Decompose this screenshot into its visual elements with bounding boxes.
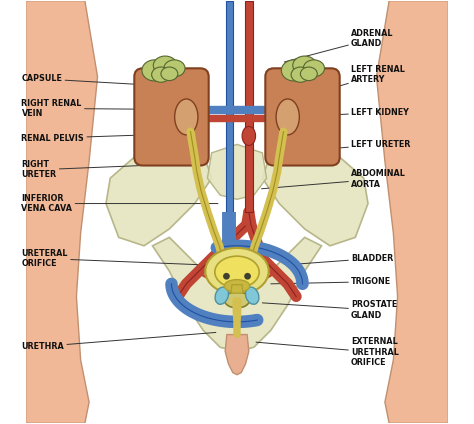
Text: TRIGONE: TRIGONE bbox=[271, 277, 391, 286]
Text: LEFT RENAL
ARTERY: LEFT RENAL ARTERY bbox=[277, 65, 405, 104]
Text: CAPSULE: CAPSULE bbox=[21, 74, 153, 85]
Polygon shape bbox=[208, 145, 266, 199]
Circle shape bbox=[223, 273, 230, 279]
Ellipse shape bbox=[276, 99, 300, 135]
Ellipse shape bbox=[215, 256, 259, 288]
Polygon shape bbox=[262, 140, 368, 246]
Ellipse shape bbox=[224, 279, 250, 292]
Polygon shape bbox=[231, 285, 243, 293]
Text: LEFT KIDNEY: LEFT KIDNEY bbox=[313, 108, 409, 117]
Text: INFERIOR
VENA CAVA: INFERIOR VENA CAVA bbox=[21, 194, 218, 213]
Circle shape bbox=[244, 273, 251, 279]
Polygon shape bbox=[376, 1, 448, 423]
Ellipse shape bbox=[246, 287, 259, 304]
Ellipse shape bbox=[301, 67, 317, 81]
Text: RIGHT
URETER: RIGHT URETER bbox=[21, 160, 194, 179]
Text: RIGHT RENAL
VEIN: RIGHT RENAL VEIN bbox=[21, 99, 160, 118]
Ellipse shape bbox=[142, 60, 167, 81]
Text: BLADDER: BLADDER bbox=[287, 254, 393, 265]
Ellipse shape bbox=[161, 67, 178, 81]
Ellipse shape bbox=[224, 292, 250, 308]
Ellipse shape bbox=[205, 248, 269, 294]
Polygon shape bbox=[225, 335, 249, 375]
Polygon shape bbox=[226, 1, 233, 212]
Polygon shape bbox=[153, 237, 321, 351]
Ellipse shape bbox=[242, 126, 255, 145]
Text: EXTERNAL
URETHRAL
ORIFICE: EXTERNAL URETHRAL ORIFICE bbox=[256, 338, 399, 367]
Ellipse shape bbox=[174, 99, 198, 135]
Polygon shape bbox=[245, 1, 253, 212]
FancyBboxPatch shape bbox=[265, 68, 340, 165]
Ellipse shape bbox=[164, 60, 185, 77]
Text: URETERAL
ORIFICE: URETERAL ORIFICE bbox=[21, 249, 223, 268]
Polygon shape bbox=[26, 1, 98, 423]
Ellipse shape bbox=[152, 67, 170, 82]
Ellipse shape bbox=[293, 56, 317, 75]
Text: RENAL PELVIS: RENAL PELVIS bbox=[21, 134, 178, 142]
Text: ABDOMINAL
AORTA: ABDOMINAL AORTA bbox=[262, 169, 406, 189]
Ellipse shape bbox=[215, 287, 228, 304]
Ellipse shape bbox=[303, 60, 325, 77]
Ellipse shape bbox=[153, 56, 177, 75]
FancyBboxPatch shape bbox=[134, 68, 209, 165]
Ellipse shape bbox=[291, 67, 310, 82]
Text: URETHRA: URETHRA bbox=[21, 332, 216, 351]
Ellipse shape bbox=[282, 60, 307, 81]
Text: ADRENAL
GLAND: ADRENAL GLAND bbox=[284, 29, 393, 62]
Text: LEFT URETER: LEFT URETER bbox=[283, 140, 410, 153]
Text: PROSTATE
GLAND: PROSTATE GLAND bbox=[262, 300, 397, 320]
Polygon shape bbox=[106, 140, 212, 246]
